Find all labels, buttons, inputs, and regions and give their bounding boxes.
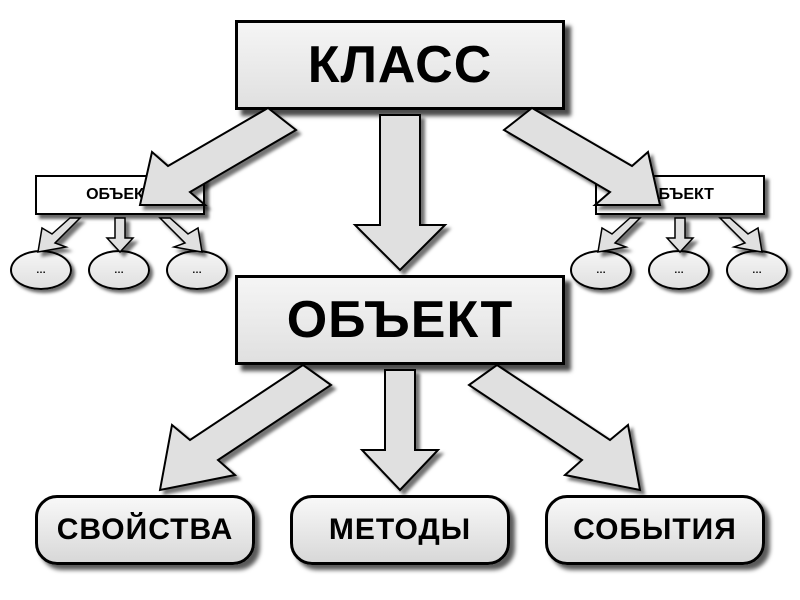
node-oval-l2: …	[88, 250, 150, 290]
node-methods: МЕТОДЫ	[290, 495, 510, 565]
node-oval-r1: …	[570, 250, 632, 290]
node-object-right-label: ОБЪЕКТ	[646, 186, 714, 204]
node-properties: СВОЙСТВА	[35, 495, 255, 565]
node-oval-l3-label: …	[192, 265, 202, 276]
node-oval-r1-label: …	[596, 265, 606, 276]
node-object-left-label: ОБЪЕКТ	[86, 186, 154, 204]
node-oval-r2-label: …	[674, 265, 684, 276]
node-object-center: ОБЪЕКТ	[235, 275, 565, 365]
node-events: СОБЫТИЯ	[545, 495, 765, 565]
node-oval-r3-label: …	[752, 265, 762, 276]
node-oval-l1: …	[10, 250, 72, 290]
node-methods-label: МЕТОДЫ	[329, 513, 471, 547]
node-object-right: ОБЪЕКТ	[595, 175, 765, 215]
diagram-canvas: КЛАСС ОБЪЕКТ ОБЪЕКТ ОБЪЕКТ … … … … … … С…	[0, 0, 800, 600]
node-properties-label: СВОЙСТВА	[57, 513, 234, 547]
node-object-left: ОБЪЕКТ	[35, 175, 205, 215]
node-oval-r2: …	[648, 250, 710, 290]
node-class: КЛАСС	[235, 20, 565, 110]
node-events-label: СОБЫТИЯ	[573, 513, 737, 547]
node-object-center-label: ОБЪЕКТ	[287, 290, 514, 350]
node-oval-l3: …	[166, 250, 228, 290]
node-oval-l1-label: …	[36, 265, 46, 276]
node-oval-l2-label: …	[114, 265, 124, 276]
node-oval-r3: …	[726, 250, 788, 290]
node-class-label: КЛАСС	[308, 35, 493, 95]
